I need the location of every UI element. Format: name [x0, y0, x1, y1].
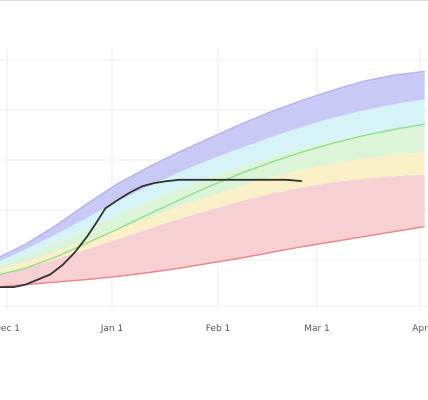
band-3 [0, 99, 425, 266]
band-0 [0, 174, 425, 287]
x-tick-label: Jan 1 [100, 324, 123, 334]
caption [0, 356, 428, 400]
x-tick-label: Feb 1 [206, 324, 231, 334]
actual-line [0, 178, 302, 289]
x-tick-labels: Dec 1 Jan 1 Feb 1 Mar 1 Apr [0, 324, 428, 334]
lower-edge-line [0, 225, 425, 288]
x-tick-label: Mar 1 [304, 324, 330, 334]
x-tick-label: Apr [412, 324, 428, 334]
chart: Dec 1 Jan 1 Feb 1 Mar 1 Apr [0, 0, 428, 334]
median-line [0, 123, 425, 276]
band-4 [0, 71, 425, 261]
band-1 [0, 152, 425, 274]
series-lines [0, 70, 425, 289]
band-areas [0, 71, 425, 287]
upper-edge-line [0, 70, 425, 258]
x-tick-label: Dec 1 [0, 324, 20, 334]
band-2 [0, 125, 425, 270]
